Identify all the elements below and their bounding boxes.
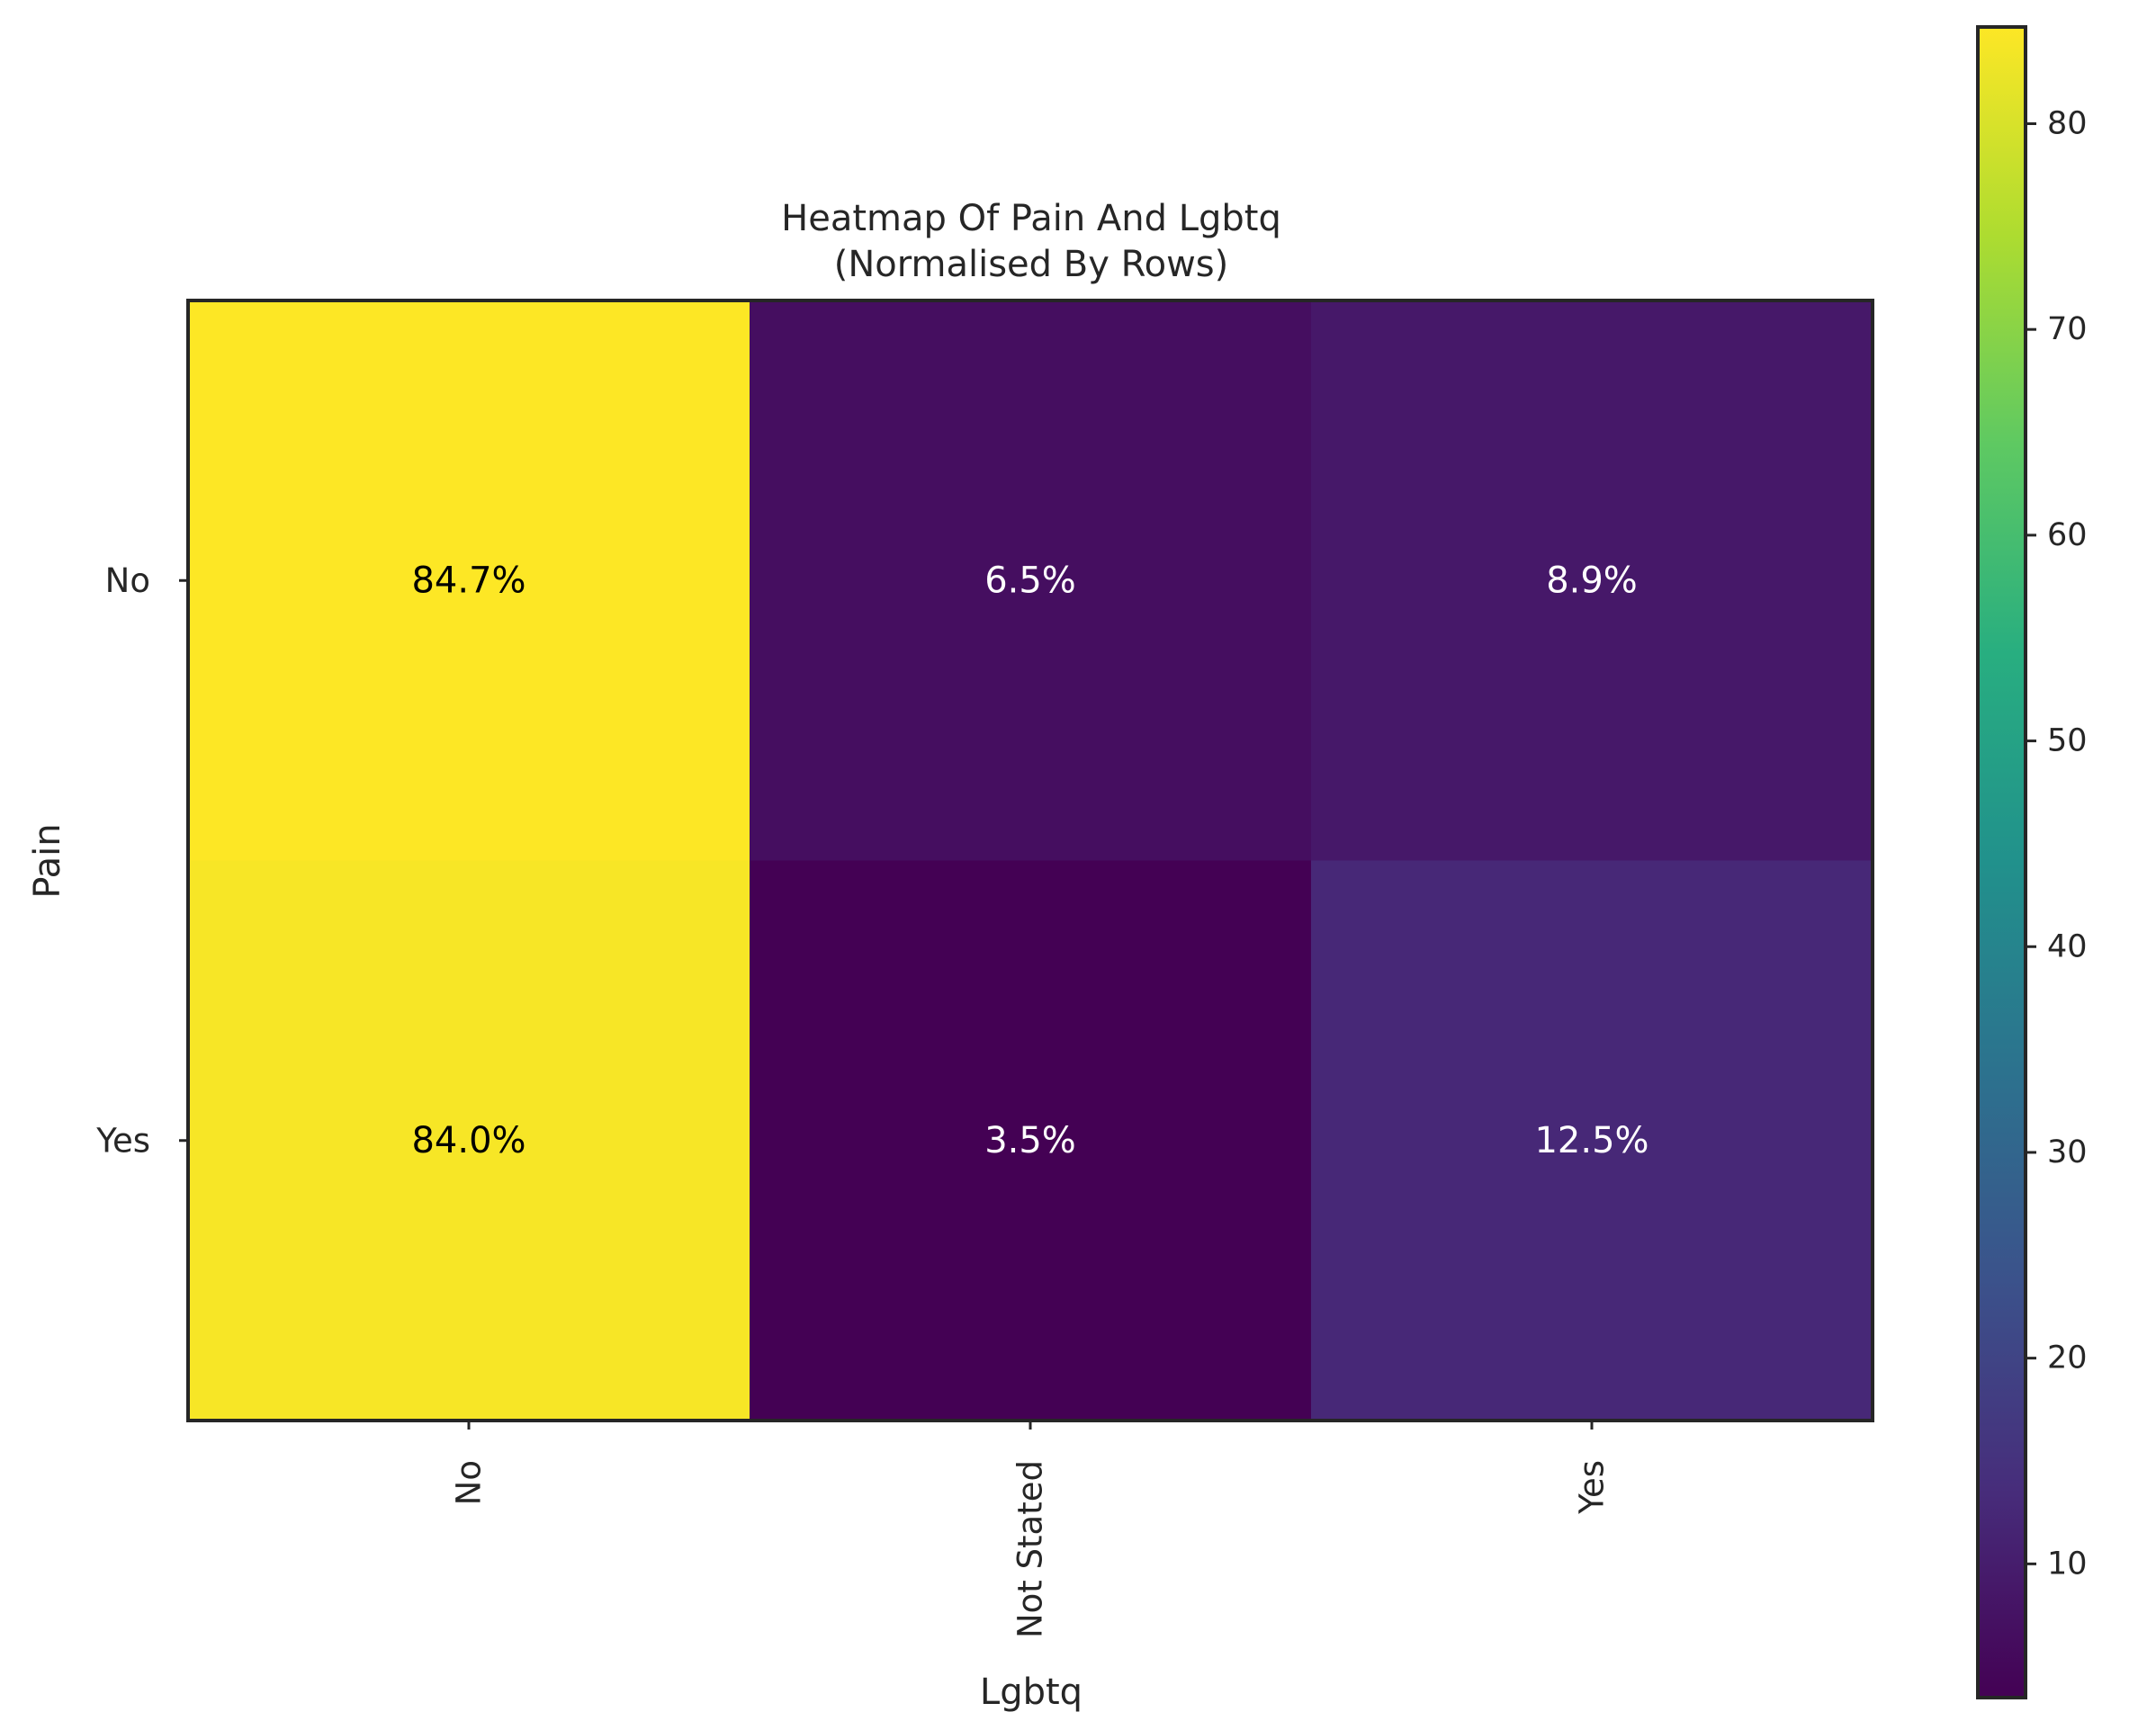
colorbar-ticks: 10 20 30 40 50 60 70 80 <box>2026 105 2088 1582</box>
colorbar-tick-label: 60 <box>2047 517 2088 553</box>
heatmap-cell <box>188 300 750 861</box>
heatmap-cell <box>750 300 1312 861</box>
x-axis-label: Lgbtq <box>980 1672 1082 1713</box>
heatmap-cell <box>1311 300 1873 861</box>
colorbar-gradient <box>1976 25 2027 1699</box>
heatmap-cell-label: 6.5% <box>984 560 1076 601</box>
y-axis-label: Pain <box>27 823 68 898</box>
colorbar-tick-label: 70 <box>2047 311 2088 347</box>
heatmap-cell <box>1311 860 1873 1421</box>
colorbar-tick-label: 80 <box>2047 105 2088 141</box>
heatmap-cell-label: 84.7% <box>411 560 526 601</box>
heatmap-cell-label: 3.5% <box>984 1120 1076 1161</box>
chart-subtitle: (Normalised By Rows) <box>834 244 1228 285</box>
colorbar-tick-label: 50 <box>2047 723 2088 759</box>
heatmap-cell-label: 84.0% <box>411 1120 526 1161</box>
heatmap-cells <box>188 300 1873 1421</box>
heatmap-cell-label: 12.5% <box>1534 1120 1648 1161</box>
x-tick-label: No <box>450 1460 489 1505</box>
heatmap-cell-label: 8.9% <box>1546 560 1638 601</box>
heatmap-cell-labels: 84.7% 6.5% 8.9% 84.0% 3.5% 12.5% <box>411 560 1648 1161</box>
y-tick-label: No <box>105 561 150 600</box>
colorbar-tick-label: 30 <box>2047 1134 2088 1170</box>
x-tick-label: Not Stated <box>1011 1460 1050 1638</box>
heatmap-cell <box>750 860 1312 1421</box>
x-axis-ticks: No Not Stated Yes <box>450 1421 1612 1638</box>
y-axis-ticks: No Yes <box>95 561 188 1160</box>
chart-title: Heatmap Of Pain And Lgbtq <box>781 198 1281 239</box>
heatmap-cell <box>188 860 750 1421</box>
x-tick-label: Yes <box>1573 1460 1612 1515</box>
colorbar: 10 20 30 40 50 60 70 80 <box>1976 25 2088 1699</box>
colorbar-tick-label: 10 <box>2047 1546 2088 1582</box>
colorbar-tick-label: 20 <box>2047 1340 2088 1376</box>
colorbar-tick-label: 40 <box>2047 928 2088 964</box>
y-tick-label: Yes <box>95 1121 150 1160</box>
